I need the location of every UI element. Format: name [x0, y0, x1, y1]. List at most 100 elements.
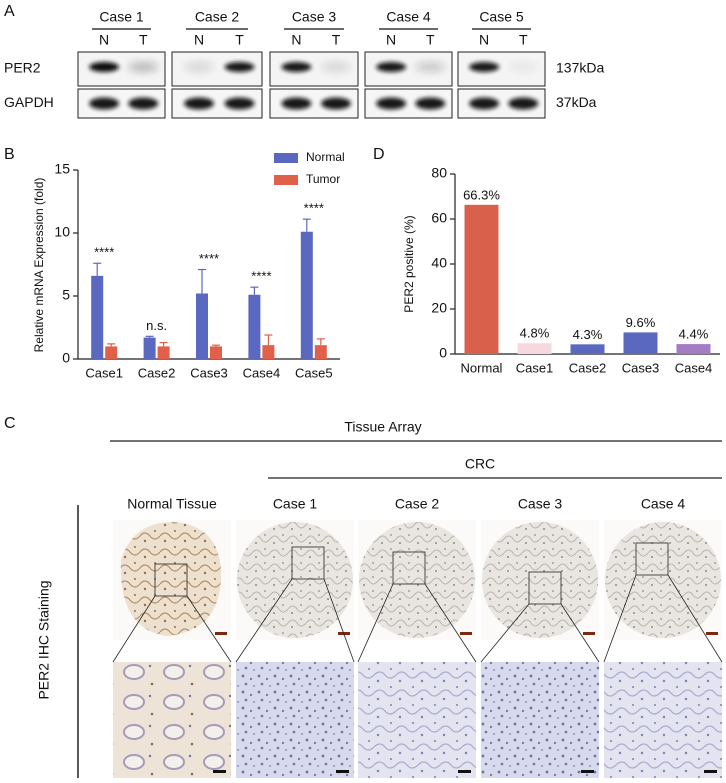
scale-bar	[460, 632, 472, 635]
x-tick-label: Case2	[569, 360, 607, 375]
blot-size-label: 137kDa	[556, 60, 604, 76]
blot-band	[224, 97, 255, 110]
case-label: Case 2	[195, 9, 240, 25]
bar	[248, 294, 261, 359]
scale-bar	[458, 770, 471, 773]
x-tick-label: Case1	[85, 365, 123, 380]
zoom-panel	[481, 662, 599, 778]
error-bar	[93, 262, 102, 276]
scale-bar	[704, 770, 717, 773]
tissue-core	[237, 522, 353, 638]
column-label: Case 2	[395, 496, 440, 512]
column-label: Case 1	[273, 496, 318, 512]
significance: ****	[94, 245, 114, 260]
bar	[196, 293, 208, 359]
y-tick-label: 60	[431, 210, 447, 226]
x-tick-label: Case3	[622, 360, 660, 375]
bar	[91, 275, 104, 359]
scale-bar	[583, 632, 595, 635]
zoom-panel	[604, 662, 722, 778]
zoom-connector	[603, 574, 637, 663]
y-tick-label: 40	[431, 255, 447, 271]
lane-label: N	[194, 32, 204, 48]
blot-band	[469, 62, 500, 72]
significance: ****	[251, 269, 271, 284]
value-label: 66.3%	[463, 187, 500, 202]
x-tick-label: Case4	[243, 365, 281, 380]
legend-swatch	[274, 175, 298, 185]
y-tick-label: 5	[62, 287, 70, 303]
bar	[210, 346, 222, 359]
error-bar	[107, 343, 116, 347]
zoom-connector	[667, 574, 723, 663]
lane-label: T	[332, 32, 341, 48]
bar	[105, 346, 118, 359]
x-tick-label: Case3	[190, 365, 228, 380]
scale-bar	[215, 632, 227, 635]
group-title: CRC	[465, 456, 495, 472]
lane-label: N	[386, 32, 396, 48]
tissue-core	[359, 522, 475, 638]
significance: ****	[199, 251, 219, 266]
zoom-connector	[323, 578, 355, 663]
blot-band	[321, 62, 351, 72]
panel-label: D	[373, 146, 385, 163]
blot-band	[508, 97, 539, 110]
scale-bar	[581, 770, 594, 773]
blot-band	[415, 97, 446, 110]
lane-label: T	[519, 32, 528, 48]
case-label: Case 3	[292, 9, 337, 25]
legend-swatch	[274, 153, 298, 163]
lane-label: N	[479, 32, 489, 48]
bar	[570, 344, 605, 354]
bar	[676, 344, 711, 354]
blot-band	[184, 62, 214, 72]
zoom-connector	[112, 595, 156, 663]
zoom-box	[392, 551, 426, 585]
bar	[517, 343, 552, 354]
error-bar	[250, 286, 259, 295]
tissue-core	[605, 522, 721, 638]
y-tick-label: 10	[54, 224, 70, 240]
value-label: 4.4%	[679, 327, 709, 342]
zoom-connector	[480, 603, 530, 663]
blot-band	[376, 62, 407, 72]
y-tick-label: 15	[54, 161, 70, 177]
value-label: 4.3%	[573, 327, 603, 342]
error-bar	[198, 268, 206, 294]
bar	[623, 332, 658, 354]
error-bar	[302, 218, 311, 232]
legend-label: Tumor	[306, 172, 340, 186]
blot-band	[89, 97, 120, 110]
lane-label: T	[426, 32, 435, 48]
lane-label: T	[139, 32, 148, 48]
zoom-connector	[560, 603, 600, 663]
x-tick-label: Case2	[138, 365, 176, 380]
y-tick-label: 0	[439, 345, 447, 361]
blot-row-label: PER2	[4, 60, 41, 76]
error-bar	[212, 344, 220, 347]
blot-band	[89, 62, 120, 72]
panel-label: A	[4, 3, 15, 20]
lane-label: T	[235, 32, 244, 48]
blot-row-label: GAPDH	[4, 94, 54, 110]
bar	[157, 346, 170, 359]
significance: ****	[304, 201, 324, 216]
error-bar	[316, 338, 325, 346]
blot-band	[376, 97, 407, 110]
scale-bar	[336, 770, 349, 773]
zoom-connector	[235, 578, 293, 663]
zoom-box	[154, 563, 188, 597]
bar	[143, 337, 156, 359]
zoom-panel	[113, 662, 231, 778]
blot-band	[281, 97, 312, 110]
case-label: Case 4	[386, 9, 431, 25]
x-tick-label: Normal	[461, 360, 503, 375]
scale-bar	[213, 770, 226, 773]
zoom-box	[291, 546, 325, 580]
blot-band	[508, 62, 539, 72]
legend-label: Normal	[306, 150, 345, 164]
y-tick-label: 0	[62, 350, 70, 366]
zoom-panel	[358, 662, 476, 778]
value-label: 4.8%	[520, 326, 550, 341]
